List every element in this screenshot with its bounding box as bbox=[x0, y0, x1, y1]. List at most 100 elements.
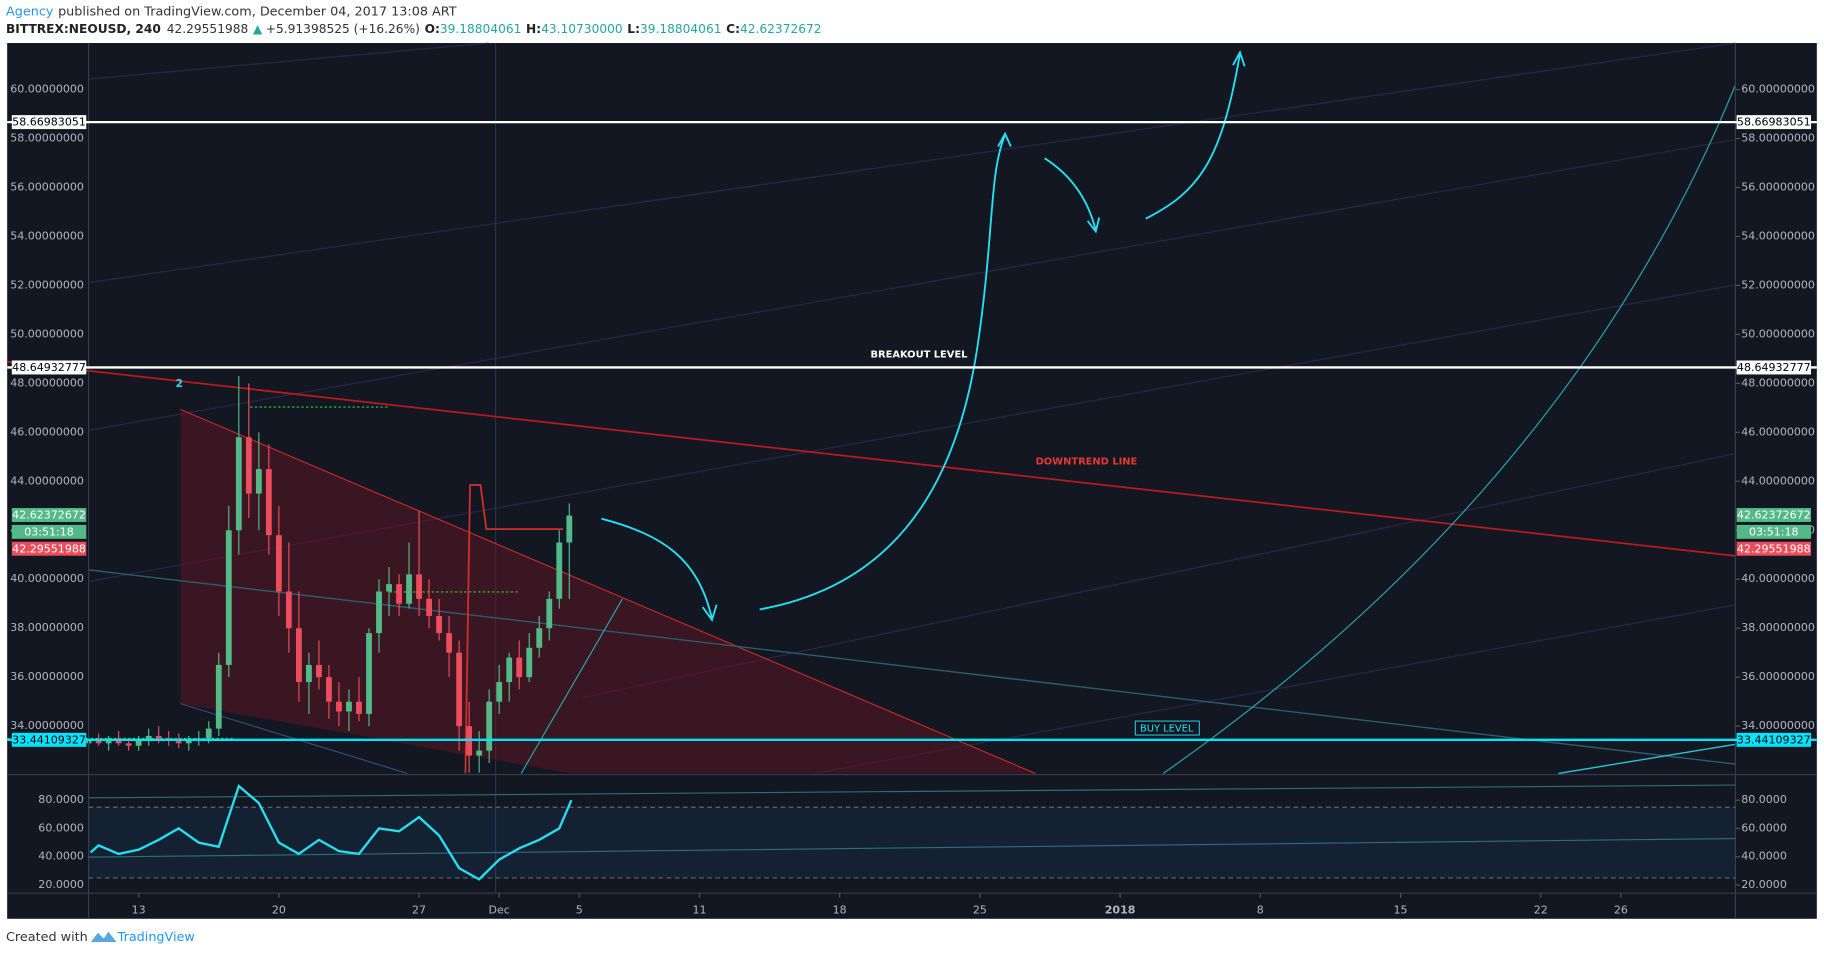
ohlc-label: H: bbox=[526, 22, 541, 36]
level-badge bbox=[11, 732, 87, 747]
header-line: Agency published on TradingView.com, Dece… bbox=[6, 4, 457, 19]
y-tick-label: 46.00000000 bbox=[10, 425, 84, 438]
candle-body bbox=[386, 584, 392, 592]
price-badge bbox=[1736, 524, 1812, 539]
level-badge bbox=[11, 360, 87, 375]
author[interactable]: Agency bbox=[6, 4, 54, 19]
candle-body bbox=[255, 469, 262, 494]
candle-body bbox=[526, 647, 533, 678]
candle-body bbox=[225, 530, 232, 665]
price-badge-label: 03:51:18 bbox=[24, 525, 74, 538]
ohlc-value: 43.10730000 bbox=[541, 22, 623, 36]
rsi-tick-label: 60.0000 bbox=[1741, 821, 1787, 834]
candle-body bbox=[185, 740, 192, 744]
y-tick-label: 40.00000000 bbox=[1741, 572, 1815, 585]
arrow bbox=[1044, 157, 1101, 234]
rsi-tick-label: 80.0000 bbox=[1741, 793, 1787, 806]
price-badge bbox=[11, 508, 87, 522]
candle-body bbox=[496, 682, 503, 702]
trend-line bbox=[88, 569, 1736, 765]
footer: Created with TradingView bbox=[6, 930, 195, 945]
y-tick-label: 60.00000000 bbox=[1741, 83, 1815, 96]
candle-body bbox=[135, 740, 142, 746]
candle-body bbox=[245, 437, 252, 494]
rsi-tick-label: 40.0000 bbox=[1741, 850, 1787, 863]
indicator-step bbox=[464, 484, 564, 774]
y-tick-label: 44.00000000 bbox=[10, 474, 84, 487]
logo bbox=[90, 931, 117, 943]
rsi-trend bbox=[88, 784, 1736, 799]
ohlc-value: 39.18804061 bbox=[440, 22, 522, 36]
rsi-tick-label: 20.0000 bbox=[1741, 878, 1787, 891]
level-badge bbox=[1736, 732, 1812, 747]
candle-body bbox=[326, 677, 332, 702]
triangle-edge bbox=[180, 408, 1036, 774]
candle-body bbox=[346, 701, 352, 712]
guide-line bbox=[88, 42, 489, 80]
candle-body bbox=[376, 591, 382, 634]
price-badge-label: 42.29551988 bbox=[12, 542, 86, 555]
candle-body bbox=[145, 735, 152, 741]
candle-body bbox=[396, 584, 402, 604]
y-tick-label: 44.00000000 bbox=[1741, 474, 1815, 487]
y-tick-label: 54.00000000 bbox=[1741, 229, 1815, 242]
arrows bbox=[601, 50, 1246, 622]
rsi-line bbox=[89, 784, 573, 881]
level-label: 58.66983051 bbox=[12, 116, 86, 129]
y-tick-label: 38.00000000 bbox=[1741, 621, 1815, 634]
candle-body bbox=[456, 652, 463, 727]
x-tick-label: 2018 bbox=[1105, 904, 1136, 917]
candle-body bbox=[406, 574, 412, 604]
annotation: BUY LEVEL bbox=[1140, 724, 1194, 735]
x-tick-label: 18 bbox=[833, 904, 847, 917]
ohlc-label: C: bbox=[726, 22, 740, 36]
candle-body bbox=[95, 740, 102, 744]
y-tick-label: 38.00000000 bbox=[10, 621, 84, 634]
symbol: BITTREX:NEOUSD, 240 bbox=[6, 22, 161, 36]
candle-body bbox=[295, 628, 302, 683]
x-tick-label: 27 bbox=[412, 904, 426, 917]
y-tick-label: 58.00000000 bbox=[1741, 132, 1815, 145]
candle-body bbox=[275, 535, 282, 592]
candle-body bbox=[215, 664, 222, 729]
x-tick-label: 25 bbox=[973, 904, 987, 917]
trend-line bbox=[1558, 743, 1736, 775]
rsi-band bbox=[88, 807, 1736, 878]
ohlc-label: O: bbox=[425, 22, 440, 36]
candle-body bbox=[476, 750, 483, 756]
candle-body bbox=[175, 740, 182, 744]
candle-body bbox=[556, 542, 563, 599]
x-tick-label: 26 bbox=[1614, 904, 1628, 917]
level-label: 48.64932777 bbox=[1737, 361, 1811, 374]
annotation: BREAKOUT LEVEL bbox=[870, 350, 968, 361]
candle-body bbox=[436, 615, 443, 634]
price-badge-label: 03:51:18 bbox=[1749, 525, 1799, 538]
level-badge bbox=[11, 115, 87, 130]
candle-body bbox=[566, 515, 573, 543]
y-tick-label: 60.00000000 bbox=[10, 83, 84, 96]
level-label: 58.66983051 bbox=[1737, 116, 1811, 129]
price-badge-label: 42.62372672 bbox=[1737, 509, 1811, 522]
candle-body bbox=[125, 743, 132, 746]
candle-body bbox=[356, 701, 362, 714]
candle-body bbox=[155, 735, 162, 739]
price-badge-label: 42.29551988 bbox=[1737, 542, 1811, 555]
ohlc-label: L: bbox=[627, 22, 640, 36]
candle-body bbox=[546, 598, 553, 629]
candle-body bbox=[265, 469, 272, 536]
x-tick-label: 8 bbox=[1257, 904, 1264, 917]
candle-body bbox=[336, 701, 342, 712]
candle-body bbox=[285, 591, 292, 629]
y-tick-label: 56.00000000 bbox=[1741, 180, 1815, 193]
x-tick-label: 11 bbox=[692, 904, 706, 917]
ohlc-value: 39.18804061 bbox=[640, 22, 722, 36]
level-label: 33.44109327 bbox=[1737, 733, 1811, 746]
trend-line bbox=[520, 598, 623, 774]
level-label: 48.64932777 bbox=[12, 361, 86, 374]
rsi-trend bbox=[88, 837, 1736, 858]
candles bbox=[85, 376, 573, 773]
footer-brand[interactable]: TradingView bbox=[117, 930, 195, 945]
x-tick-label: 22 bbox=[1534, 904, 1548, 917]
x-tick-label: 5 bbox=[576, 904, 583, 917]
